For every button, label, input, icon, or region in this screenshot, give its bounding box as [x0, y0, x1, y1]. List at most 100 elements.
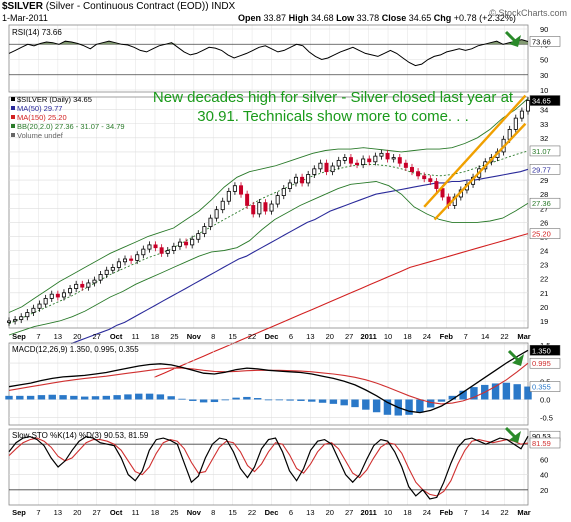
macd-value-tag-box — [529, 345, 561, 356]
macd-histogram-bar — [243, 396, 251, 400]
price-candle — [422, 175, 427, 180]
rsi-legend: RSI(14) 73.66 — [12, 28, 62, 37]
x-axis-top-label: 15 — [228, 332, 236, 341]
x-axis-top-label: 2011 — [360, 332, 376, 341]
price-tick-label: 23 — [540, 261, 548, 270]
x-axis-top-label: 18 — [403, 332, 411, 341]
price-candle — [208, 217, 213, 227]
x-axis-bottom-label: 6 — [289, 508, 293, 517]
price-candle — [86, 282, 91, 288]
x-axis-bottom-label: Feb — [440, 508, 454, 517]
x-axis-top-label: Mar — [517, 332, 530, 341]
ma50-line — [71, 168, 529, 345]
sto-tick-label: 20 — [540, 486, 548, 495]
macd-histogram-bar — [156, 394, 165, 400]
brand-watermark: © StockCharts.com — [489, 8, 567, 18]
chart-date: 1-Mar-2011 — [2, 13, 48, 23]
bb-mid-line — [8, 150, 529, 325]
price-tick-label: 29 — [540, 176, 548, 185]
rsi-current-label-box — [529, 36, 561, 47]
x-axis-top-label: 10 — [384, 332, 392, 341]
macd-tick-label: 0.0 — [540, 395, 550, 404]
price-candle — [409, 167, 414, 173]
x-axis-top-label: 7 — [36, 332, 40, 341]
price-candle — [300, 176, 305, 184]
price-candle — [92, 279, 97, 284]
x-axis-top-label: 20 — [73, 332, 81, 341]
price-candle — [403, 162, 408, 168]
x-axis-top-label: 13 — [54, 332, 62, 341]
sto-k-line — [8, 435, 529, 500]
price-tick-label: 32 — [540, 134, 548, 143]
macd-histogram-bar — [221, 399, 229, 401]
macd-histogram-bar — [308, 399, 316, 402]
rsi-tick-label: 30 — [540, 71, 548, 80]
price-tick-label: 33 — [540, 120, 548, 129]
price-close-tag: 34.65 — [532, 97, 551, 106]
ma150-tag-box — [529, 228, 561, 239]
macd-histogram-bar — [91, 396, 100, 400]
price-candle — [348, 157, 353, 164]
bb-upper-line — [8, 98, 529, 313]
instrument-name: (Silver - Continuous Contract (EOD)) — [45, 1, 209, 12]
price-candle — [74, 283, 79, 289]
price-legend-item: Volume undef — [17, 131, 64, 140]
x-axis-bottom-label: Sep — [12, 508, 26, 517]
x-axis-bottom-label: 27 — [345, 508, 353, 517]
price-candle — [80, 283, 85, 288]
price-panel — [8, 96, 529, 329]
x-axis-top-label: 22 — [500, 332, 508, 341]
price-tick-label: 26 — [540, 218, 548, 227]
macd-histogram-bar — [210, 399, 219, 403]
price-candle — [239, 185, 244, 195]
high-value: 34.68 — [311, 13, 334, 23]
rsi-current-label: 73.66 — [532, 37, 551, 46]
macd-signal-tag-box — [529, 357, 561, 369]
price-tick-label: 21 — [540, 289, 548, 298]
macd-histogram-bar — [502, 382, 511, 400]
x-axis-bottom-label: 11 — [132, 508, 140, 517]
price-candle — [19, 316, 24, 320]
x-axis-top-label: 20 — [326, 332, 334, 341]
price-candle — [385, 152, 390, 160]
macd-tick-label: -0.5 — [540, 414, 553, 423]
bb-mid-tag: 31.07 — [532, 147, 551, 156]
price-candle — [287, 182, 292, 189]
ma50-tag: 29.77 — [532, 165, 551, 174]
price-candle — [330, 165, 335, 173]
macd-arrow-head — [512, 354, 524, 366]
macd-histogram-bar — [113, 395, 121, 400]
macd-histogram-bar — [102, 395, 111, 400]
sto-d-line — [8, 437, 529, 497]
price-candle — [37, 303, 42, 309]
price-candle — [171, 245, 176, 251]
price-candle — [141, 248, 146, 256]
price-candle — [397, 157, 402, 164]
price-candle — [61, 292, 66, 298]
x-axis-top-label: 8 — [211, 332, 215, 341]
x-axis-bottom-label: 14 — [481, 508, 489, 517]
macd-histogram-bar — [135, 393, 143, 400]
x-axis-bottom-label: Nov — [187, 508, 202, 517]
price-candle — [43, 298, 48, 305]
sto-panel — [8, 428, 529, 506]
price-candle — [257, 202, 262, 215]
price-candle — [526, 100, 531, 112]
price-candle — [98, 274, 103, 281]
x-axis-top-label: 27 — [93, 332, 101, 341]
macd-histogram-bar — [178, 398, 186, 400]
macd-histogram-tag: 0.355 — [532, 383, 551, 392]
x-axis-bottom-label: 7 — [464, 508, 468, 517]
rsi-tick-label: 50 — [540, 56, 548, 65]
price-tick-label: 24 — [540, 247, 548, 256]
macd-histogram-bar — [232, 397, 240, 400]
price-candle — [13, 319, 18, 322]
x-axis-bottom-label: 20 — [73, 508, 81, 517]
macd-line — [8, 349, 529, 414]
price-candle — [196, 233, 201, 240]
x-axis-top-label: 18 — [151, 332, 159, 341]
macd-histogram-bar — [459, 390, 467, 400]
macd-histogram-bar — [124, 394, 132, 400]
price-candle — [513, 117, 518, 130]
